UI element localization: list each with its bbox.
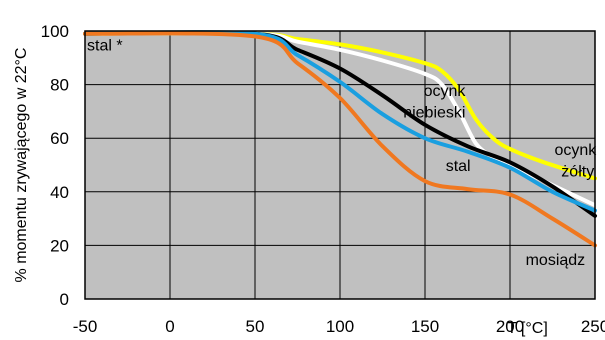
series-line-3 [83, 30, 597, 213]
y-tick-label: 40 [50, 183, 69, 202]
annotations: stal * ocynk niebieski stal ocynk żółty mosiąd… [87, 37, 597, 268]
y-tick-label: 0 [60, 290, 69, 309]
y-tick-labels: 0 20 40 60 80 100 [41, 22, 69, 309]
annotation-stal-star: stal * [87, 37, 123, 54]
annotation-stal: stal [446, 158, 471, 175]
x-tick-label: 200 [496, 317, 524, 336]
x-tick-label: 150 [411, 317, 439, 336]
annotation-ocynk-niebieski-2: niebieski [403, 104, 465, 121]
x-tick-label: 250 [581, 317, 605, 336]
y-tick-label: 60 [50, 129, 69, 148]
x-tick-label: 50 [246, 317, 265, 336]
series-line-4 [83, 31, 597, 248]
y-tick-label: 20 [50, 236, 69, 255]
annotation-ocynk-zolty-1: ocynk [555, 142, 598, 159]
annotation-ocynk-zolty-2: żółty [561, 163, 594, 180]
x-tick-label: 0 [165, 317, 174, 336]
annotation-ocynk-niebieski-1: ocynk [424, 83, 467, 100]
series-group [83, 30, 597, 248]
y-tick-label: 100 [41, 22, 69, 41]
x-axis-label: T [°C] [507, 320, 548, 337]
x-tick-label: 100 [326, 317, 354, 336]
plot-border [84, 30, 596, 300]
series-line-1 [83, 31, 597, 208]
annotation-mosiadz: mosiądz [526, 252, 586, 269]
y-axis-label: % momentu zrywającego w 22°C [13, 48, 30, 283]
y-tick-label: 80 [50, 76, 69, 95]
x-tick-labels: -50 0 50 100 150 200 250 [73, 317, 605, 336]
x-tick-label: -50 [73, 317, 98, 336]
